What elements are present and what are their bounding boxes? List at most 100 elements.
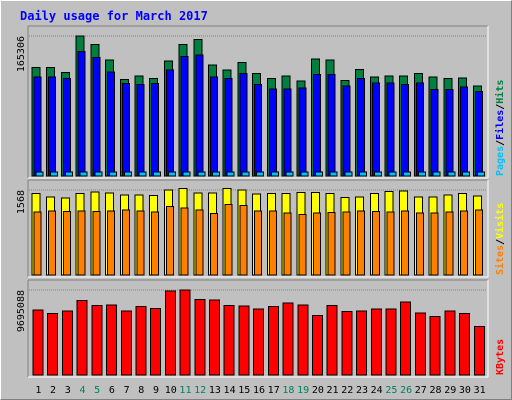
panel-1-pages-bar-8 [138, 171, 147, 177]
panel-1-pages-bar-19 [300, 171, 309, 177]
x-tick-label-8: 8 [138, 385, 144, 396]
panel-1-pages-bar-31 [476, 171, 485, 177]
panel-2-ymax-label: 1568 [16, 190, 27, 214]
panel-1-files-bar-28 [430, 89, 439, 177]
panel-1-pages-bar-30 [462, 171, 471, 177]
panel-1-files-bar-10 [165, 69, 174, 177]
panel-1-files-bar-20 [312, 73, 321, 177]
panel-1-pages-bar-25 [388, 171, 397, 177]
panel-3-kbytes-bar-20 [311, 314, 323, 376]
panel-3-kbytes-bar-5 [91, 305, 103, 376]
panel-2-sites-bar-10 [165, 206, 174, 276]
panel-3-kbytes-bar-15 [238, 305, 250, 376]
x-tick-label-24: 24 [371, 385, 383, 396]
panel-1-pages-bar-26 [403, 171, 412, 177]
x-tick-label-12: 12 [194, 385, 206, 396]
panel-2-sites-bar-12 [195, 209, 204, 276]
panel-1-pages-bar-2 [50, 171, 59, 177]
panel-1-files-bar-14 [224, 78, 233, 177]
panel-3-kbytes-bar-16 [253, 308, 265, 376]
panel-1-files-bar-25 [386, 82, 395, 177]
panel-2-sites-bar-31 [474, 209, 483, 276]
panel-2-sites-bar-29 [445, 211, 454, 276]
panel-3-kbytes-bar-4 [76, 299, 88, 376]
panel-3-kbytes-bar-19 [297, 304, 309, 376]
x-tick-label-3: 3 [65, 385, 71, 396]
panel-1-pages-bar-10 [167, 171, 176, 177]
x-tick-label-5: 5 [94, 385, 100, 396]
panel-3-legend: KBytes [495, 339, 506, 375]
panel-3-kbytes-bar-8 [135, 306, 147, 376]
panel-1-legend: Pages/Files/Hits [494, 80, 506, 176]
panel-1-pages-bar-15 [241, 171, 250, 177]
panel-3-kbytes-bar-10 [164, 290, 176, 376]
panel-1-files-bar-5 [92, 56, 101, 177]
panel-2-legend-separator: / [495, 239, 506, 245]
panel-1-pages-bar-1 [35, 171, 44, 177]
panel-3-kbytes-bar-18 [282, 302, 294, 376]
panel-1-files-bar-29 [445, 89, 454, 177]
x-tick-label-20: 20 [312, 385, 324, 396]
panel-1-pages-bar-23 [359, 171, 368, 177]
x-tick-label-26: 26 [400, 385, 412, 396]
panel-3-kbytes-bar-11 [179, 289, 191, 376]
panel-2-legend: Sites/Visits [494, 203, 506, 275]
panel-1-legend-files: Files [494, 110, 506, 140]
x-tick-label-13: 13 [209, 385, 221, 396]
x-tick-label-6: 6 [109, 385, 115, 396]
panel-2-sites-bar-4 [77, 210, 86, 276]
panel-3-kbytes-bar-3 [61, 310, 73, 376]
panel-2-sites-bar-3 [62, 211, 71, 276]
panel-2-sites-bar-22 [342, 211, 351, 276]
panel-2-sites-bar-9 [151, 211, 160, 276]
panel-2-sites-bar-7 [121, 209, 130, 276]
panel-1-files-bar-24 [371, 82, 380, 177]
x-tick-label-15: 15 [238, 385, 250, 396]
panel-1-legend-separator: / [495, 140, 506, 146]
panel-2-sites-bar-6 [107, 210, 116, 276]
panel-1-pages-bar-12 [197, 171, 206, 177]
x-tick-label-21: 21 [327, 385, 339, 396]
panel-3-legend-kbytes: KBytes [495, 339, 506, 375]
panel-1-pages-bar-21 [329, 171, 338, 177]
panel-1-ymax-label: 165306 [16, 36, 27, 72]
panel-1-pages-bar-9 [153, 171, 162, 177]
panel-3-kbytes-bar-9 [150, 307, 162, 376]
panel-1-files-bar-21 [327, 73, 336, 177]
panel-2-sites-bar-18 [283, 212, 292, 276]
panel-1-pages-bar-28 [432, 171, 441, 177]
panel-3-kbytes-bar-23 [356, 310, 368, 376]
panel-1-files-bar-27 [415, 82, 424, 177]
x-tick-label-9: 9 [153, 385, 159, 396]
panel-3-kbytes-bar-28 [429, 315, 441, 376]
panel-2-sites-bar-16 [254, 210, 263, 276]
panel-2-legend-sites: Sites [494, 245, 506, 275]
panel-3-kbytes-bar-12 [194, 299, 206, 376]
x-tick-label-18: 18 [282, 385, 294, 396]
panel-3-kbytes-bar-13 [209, 299, 221, 376]
x-tick-label-19: 19 [297, 385, 309, 396]
x-tick-label-4: 4 [79, 385, 85, 396]
panel-2-sites-bar-20 [312, 212, 321, 276]
x-tick-label-10: 10 [165, 385, 177, 396]
panel-1-pages-bar-16 [256, 171, 265, 177]
panel-1-files-bar-8 [136, 84, 145, 177]
panel-3-kbytes-bar-24 [370, 308, 382, 376]
panel-1-pages-bar-7 [123, 171, 132, 177]
panel-2-sites-bar-19 [298, 213, 307, 276]
x-tick-label-11: 11 [179, 385, 191, 396]
panel-1-files-bar-23 [357, 78, 366, 177]
panel-2-legend-visits: Visits [494, 203, 506, 239]
panel-2-sites-bar-13 [210, 213, 219, 276]
panel-3-kbytes-bar-30 [459, 313, 471, 376]
panel-2-sites-bar-30 [460, 210, 469, 276]
panel-3-kbytes-bar-7 [120, 310, 132, 376]
panel-1-files-bar-9 [151, 83, 160, 177]
panel-1-files-bar-19 [298, 87, 307, 177]
panel-3-kbytes-bar-29 [444, 310, 456, 376]
panel-1-pages-bar-4 [79, 171, 88, 177]
panel-1-files-bar-2 [48, 76, 57, 177]
panel-2-sites-bar-23 [357, 210, 366, 276]
panel-1-pages-bar-13 [212, 171, 221, 177]
panel-3-kbytes-bar-14 [223, 304, 235, 376]
